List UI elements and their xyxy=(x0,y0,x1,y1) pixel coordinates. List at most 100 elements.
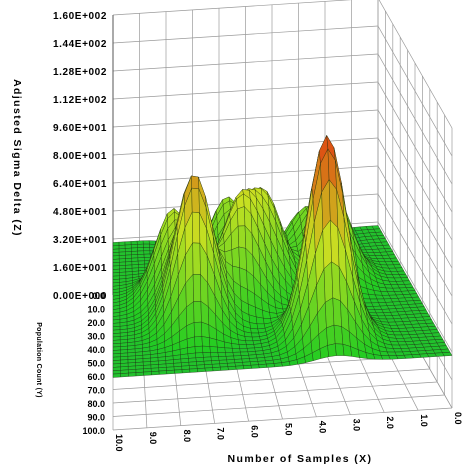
surface-cell xyxy=(202,345,211,353)
y-tick-label: 60.0 xyxy=(87,372,105,382)
surface-cell xyxy=(125,258,132,263)
surface-cell xyxy=(119,258,126,263)
y-tick-label: 40.0 xyxy=(87,345,105,355)
surface-cell xyxy=(217,346,226,353)
surface-cell xyxy=(232,351,242,357)
back-wall-gridline xyxy=(112,109,379,128)
x-tick-label: 6.0 xyxy=(250,425,260,438)
surface-cell xyxy=(225,352,234,357)
surface-cell xyxy=(125,254,132,259)
z-tick-label: 1.60E+001 xyxy=(53,263,107,274)
surface-cell xyxy=(231,348,241,353)
y-tick-label: 20.0 xyxy=(87,318,105,328)
surface-cell xyxy=(137,254,145,258)
z-tick-label: 0.00E+000 xyxy=(53,291,107,302)
surface-cell xyxy=(181,368,191,374)
surface-cell xyxy=(204,367,214,372)
z-tick-label: 1.44E+002 xyxy=(53,39,107,50)
surface-cell xyxy=(187,346,196,354)
surface-cell xyxy=(142,354,151,359)
y-tick-label: 0.0 xyxy=(92,291,105,301)
surface-cell xyxy=(332,297,342,327)
surface-cell xyxy=(112,265,120,270)
surface-cell xyxy=(325,297,335,329)
surface-cell xyxy=(193,301,202,323)
surface-cell xyxy=(202,352,212,358)
surface-cell xyxy=(220,366,229,371)
surface-cell xyxy=(112,272,120,277)
z-tick-label: 4.80E+001 xyxy=(53,207,107,218)
z-tick-label: 1.28E+002 xyxy=(53,67,107,78)
floor-gridline xyxy=(112,407,453,431)
back-wall-gridline xyxy=(112,137,379,156)
surface-cell xyxy=(118,244,126,250)
y-tick-label: 70.0 xyxy=(87,386,105,396)
surface-cell xyxy=(112,258,120,263)
surface-cell xyxy=(231,246,240,268)
surface-cell xyxy=(196,361,205,366)
surface-cell xyxy=(217,352,227,357)
y-tick-label: 90.0 xyxy=(87,413,105,423)
x-tick-label: 0.0 xyxy=(453,412,463,425)
surface-cell xyxy=(201,321,210,338)
surface-cell xyxy=(143,243,150,248)
surface-cell xyxy=(235,365,245,370)
y-tick-label: 30.0 xyxy=(87,332,105,342)
surface-cell xyxy=(442,352,453,357)
surface-cell xyxy=(406,287,416,292)
surface-cell xyxy=(151,370,160,376)
surface-cell xyxy=(192,211,201,244)
surface-cell xyxy=(195,352,204,358)
x-tick-label: 4.0 xyxy=(317,421,327,434)
y-axis-label: Population Count (Y) xyxy=(35,322,42,398)
surface-cell xyxy=(158,370,168,375)
surface-cell xyxy=(187,352,197,359)
back-wall-gridline xyxy=(112,81,379,100)
surface-cell xyxy=(233,355,243,360)
surface-cell xyxy=(327,343,337,357)
surface-cell xyxy=(143,250,151,255)
side-wall-gridline xyxy=(377,165,453,297)
surface-cell xyxy=(137,260,145,265)
surface-cell xyxy=(150,357,159,362)
surface-cell xyxy=(245,340,255,345)
surface-cell xyxy=(188,357,197,363)
surface-cell xyxy=(218,356,227,361)
surface-cell xyxy=(142,240,150,245)
surface-cell xyxy=(131,264,139,269)
surface-cell xyxy=(194,336,203,347)
axis-ticks: 0.00E+000 1.60E+001 3.20E+001 4.80E+001 6.40… xyxy=(53,11,463,452)
surface-cell xyxy=(250,328,259,334)
surface-cell xyxy=(251,332,260,338)
surface-cell xyxy=(112,339,121,344)
surface-cell xyxy=(193,321,203,338)
floor-gridline xyxy=(112,381,438,404)
x-tick-label: 9.0 xyxy=(148,432,158,445)
surface-cell xyxy=(131,244,138,249)
surface-cell xyxy=(124,244,132,249)
surface-cell xyxy=(148,240,156,245)
surface-cell xyxy=(112,248,120,253)
x-tick-label: 7.0 xyxy=(216,427,226,440)
surface-cell xyxy=(143,253,151,258)
surface-cell xyxy=(211,360,220,365)
surface-cell xyxy=(137,243,144,248)
surface-cell xyxy=(191,187,200,213)
x-tick-label: 8.0 xyxy=(182,430,192,443)
x-tick-label: 5.0 xyxy=(284,423,294,436)
side-wall-gridline xyxy=(377,137,453,269)
surface-cell xyxy=(166,369,175,375)
back-wall-gridline xyxy=(112,53,379,72)
side-wall-gridline xyxy=(377,193,453,325)
surface-cell xyxy=(243,365,252,370)
surface-cell xyxy=(194,345,204,354)
floor-gridline xyxy=(112,394,445,417)
surface-cell xyxy=(119,261,126,266)
surface-cell xyxy=(197,367,206,373)
surface-cell xyxy=(250,364,260,369)
surface-cell xyxy=(119,268,126,273)
surface-cell xyxy=(125,251,132,256)
surface-cell xyxy=(210,356,220,361)
y-tick-label: 10.0 xyxy=(87,305,105,315)
x-tick-label: 2.0 xyxy=(385,416,395,429)
